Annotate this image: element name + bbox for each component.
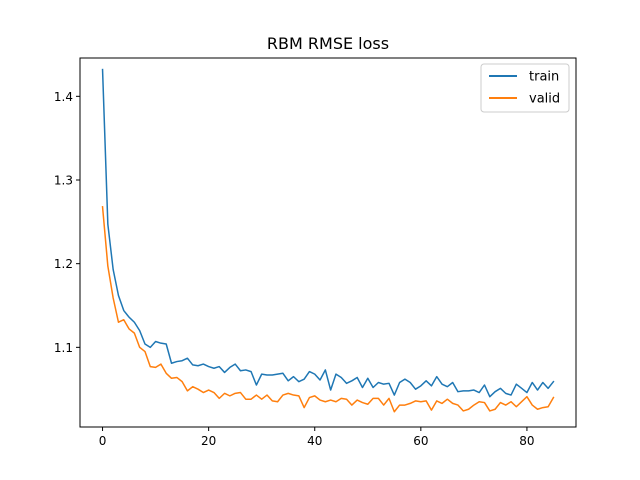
y-axis: 1.1 1.2 1.3 1.4 bbox=[54, 90, 80, 355]
x-axis: 0 20 40 60 80 bbox=[99, 427, 535, 448]
chart-title: RBM RMSE loss bbox=[267, 34, 389, 53]
series-layer bbox=[101, 68, 555, 413]
axes-frame bbox=[79, 57, 577, 428]
x-tick-label: 0 bbox=[99, 434, 107, 448]
y-tick-label: 1.1 bbox=[54, 341, 73, 355]
plot-area: 0 20 40 60 80 1.1 1.2 1.3 1.4 bbox=[54, 57, 577, 448]
x-tick-label: 80 bbox=[519, 434, 534, 448]
legend-label-valid: valid bbox=[529, 92, 560, 107]
legend-label-train: train bbox=[529, 70, 559, 85]
series-line-train bbox=[101, 68, 555, 398]
x-tick-label: 20 bbox=[201, 434, 216, 448]
legend: train valid bbox=[480, 63, 570, 113]
y-tick-label: 1.4 bbox=[54, 90, 73, 104]
x-tick-label: 40 bbox=[307, 434, 322, 448]
y-tick-label: 1.2 bbox=[54, 257, 73, 271]
series-line-valid bbox=[101, 205, 555, 413]
x-tick-label: 60 bbox=[413, 434, 428, 448]
y-tick-label: 1.3 bbox=[54, 173, 73, 187]
